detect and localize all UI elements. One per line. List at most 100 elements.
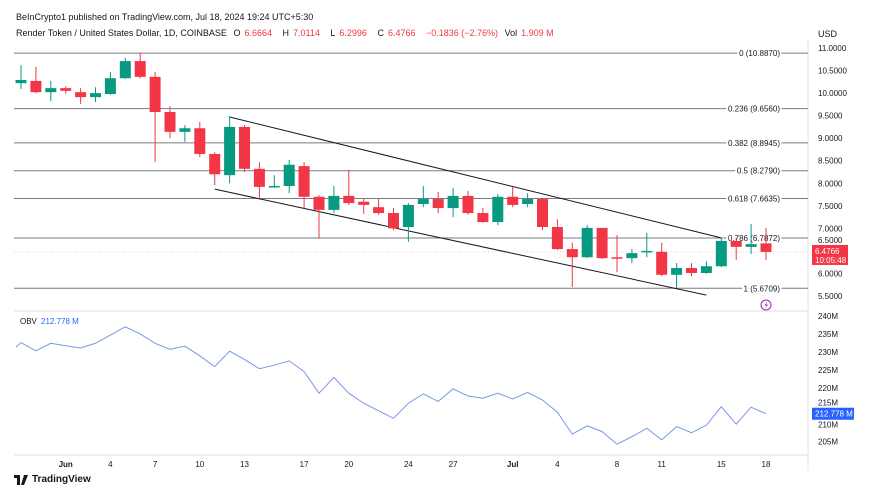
candle bbox=[90, 87, 101, 103]
candle bbox=[164, 106, 176, 139]
candle-body bbox=[686, 268, 697, 273]
candle bbox=[209, 152, 221, 186]
candle-body bbox=[15, 80, 27, 84]
channel-trendline bbox=[229, 116, 722, 239]
candle-body bbox=[596, 227, 608, 259]
high-value: H 7.0114 bbox=[283, 28, 324, 38]
time-tick-label: 17 bbox=[300, 460, 309, 469]
candle-body bbox=[268, 185, 280, 188]
candle bbox=[15, 65, 27, 90]
price-tick-label: 8.0000 bbox=[818, 179, 843, 188]
obv-line bbox=[15, 326, 767, 445]
candle-body bbox=[745, 244, 757, 247]
low-value: L 6.2996 bbox=[330, 28, 371, 38]
price-tick-label: 6.5000 bbox=[818, 236, 843, 245]
candle bbox=[149, 71, 161, 163]
obv-last-badge bbox=[812, 407, 854, 420]
candle-body bbox=[507, 196, 519, 205]
price-tick-label: 10.5000 bbox=[818, 67, 847, 76]
price-tick-label: 9.5000 bbox=[818, 112, 843, 121]
candle-body bbox=[149, 76, 161, 113]
open-number: 6.6664 bbox=[244, 28, 272, 38]
candle bbox=[30, 66, 42, 94]
candle-body bbox=[179, 128, 191, 132]
candle bbox=[745, 223, 757, 255]
candle-body bbox=[388, 213, 399, 229]
candle bbox=[492, 194, 504, 226]
price-tick-label: 6.0000 bbox=[818, 269, 843, 278]
last-price-value: 6.4766 bbox=[815, 247, 840, 256]
obv-tick-label: 215M bbox=[818, 399, 838, 408]
candle-body bbox=[209, 153, 221, 175]
candle-body bbox=[760, 243, 772, 252]
time-tick-label: 4 bbox=[108, 460, 113, 469]
price-tick-label: 10.0000 bbox=[818, 89, 847, 98]
low-number: 6.2996 bbox=[339, 28, 367, 38]
fib-level-label: 0.236 (9.6560) bbox=[728, 105, 780, 114]
candle bbox=[477, 208, 489, 223]
obv-tick-label: 235M bbox=[818, 330, 838, 339]
time-tick-label: 13 bbox=[240, 460, 249, 469]
candle bbox=[641, 232, 653, 258]
tradingview-logo[interactable]: TradingView bbox=[14, 474, 91, 485]
brand-name: TradingView bbox=[32, 474, 91, 485]
fib-level-label: 0.382 (8.8945) bbox=[728, 139, 780, 148]
candle-body bbox=[119, 61, 131, 79]
candle-body bbox=[224, 126, 236, 176]
candle bbox=[566, 242, 578, 287]
price-tick-label: 11.0000 bbox=[818, 44, 847, 53]
candle bbox=[388, 208, 399, 231]
tradingview-icon bbox=[14, 474, 28, 485]
publish-info: BeInCrypto1 published on TradingView.com… bbox=[16, 12, 314, 22]
candle-body bbox=[492, 196, 504, 223]
candle-body bbox=[164, 112, 176, 132]
candle bbox=[104, 71, 116, 95]
low-label: L bbox=[330, 28, 336, 38]
obv-tick-label: 225M bbox=[818, 366, 838, 375]
candle-body bbox=[700, 266, 712, 273]
volume-number: 1.909 M bbox=[521, 28, 554, 38]
candle-body bbox=[522, 199, 534, 205]
candle bbox=[239, 125, 250, 172]
time-tick-label: 18 bbox=[762, 460, 771, 469]
candle-body bbox=[551, 227, 563, 250]
time-tick-label: 7 bbox=[153, 460, 158, 469]
candle bbox=[715, 237, 727, 268]
candle-body bbox=[298, 166, 310, 197]
last-price-badge bbox=[812, 244, 848, 265]
candle bbox=[328, 185, 340, 214]
candle bbox=[194, 121, 206, 158]
candle-body bbox=[581, 227, 593, 258]
candle bbox=[596, 227, 608, 260]
price-tick-label: 9.0000 bbox=[818, 134, 843, 143]
candle-body bbox=[537, 199, 548, 228]
candle bbox=[507, 186, 519, 208]
candle bbox=[224, 116, 236, 184]
volume-value: Vol 1.909 M bbox=[505, 28, 558, 38]
candle bbox=[75, 88, 87, 104]
candle bbox=[671, 263, 683, 288]
candle-body bbox=[611, 257, 623, 259]
candle bbox=[343, 169, 355, 205]
candle bbox=[417, 185, 429, 208]
candle bbox=[373, 199, 385, 215]
candle bbox=[60, 86, 72, 94]
time-tick-label: Jun bbox=[59, 460, 73, 469]
candle-body bbox=[313, 196, 325, 210]
candle bbox=[119, 57, 131, 80]
obv-tick-label: 220M bbox=[818, 384, 838, 393]
candle bbox=[730, 237, 742, 260]
price-tick-label: 7.0000 bbox=[818, 224, 843, 233]
obv-tick-label: 210M bbox=[818, 421, 838, 430]
candle-body bbox=[343, 195, 355, 204]
high-number: 7.0114 bbox=[293, 28, 320, 38]
candle-body bbox=[462, 195, 474, 214]
lightning-icon[interactable] bbox=[760, 299, 772, 311]
time-tick-label: 27 bbox=[449, 460, 458, 469]
fib-level-label: 0 (10.8870) bbox=[739, 49, 780, 58]
candle-body bbox=[194, 128, 206, 154]
candle-body bbox=[671, 268, 683, 275]
candle bbox=[45, 80, 57, 102]
candle bbox=[253, 162, 265, 200]
